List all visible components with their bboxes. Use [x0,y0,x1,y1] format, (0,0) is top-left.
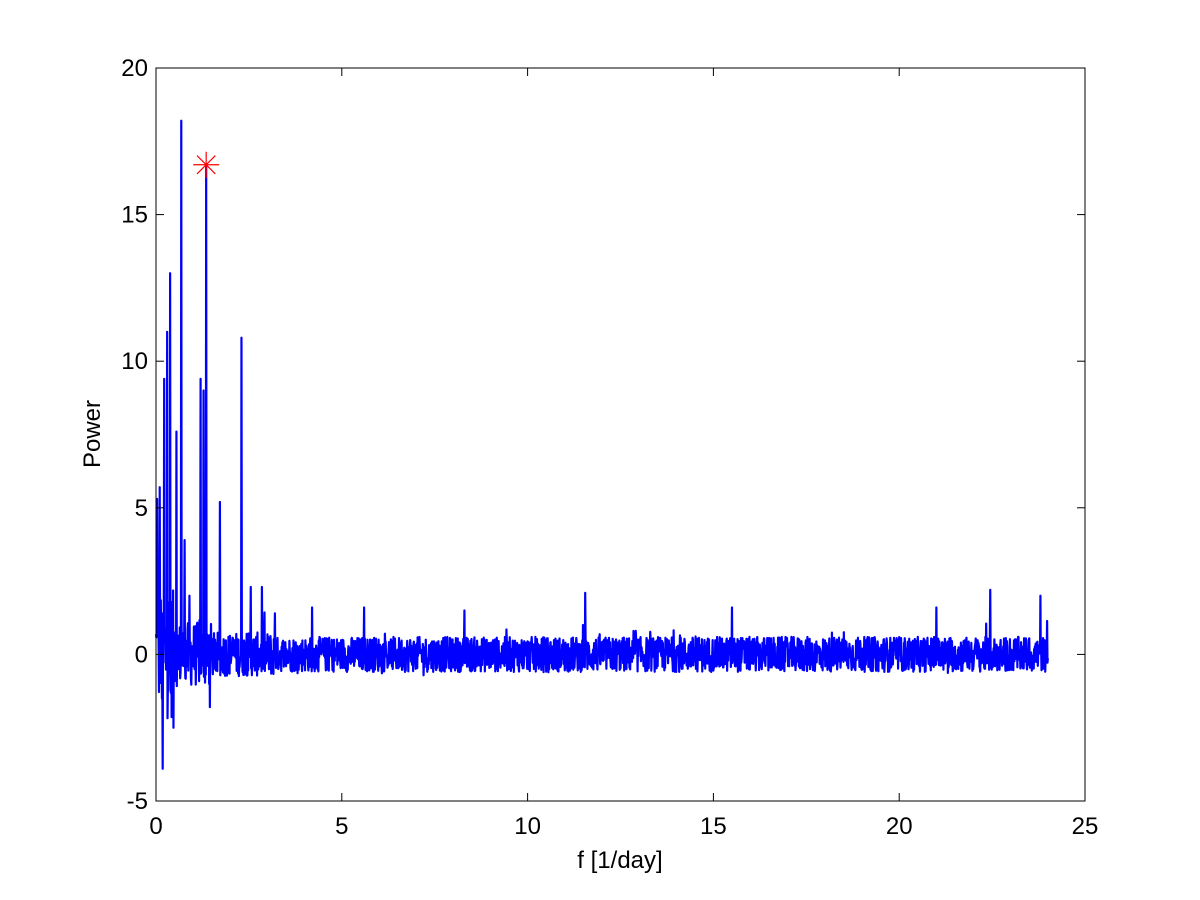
axes-box [155,67,1086,802]
peak-marker-asterisk [193,151,220,178]
x-tick-label: 20 [886,813,913,840]
y-tick-label: -5 [127,788,148,815]
y-tick-label: 0 [135,641,148,668]
y-tick-label: 20 [121,55,148,82]
x-axis-label: f [1/day] [577,847,662,874]
y-axis-label: Power [79,400,106,468]
y-tick-label: 5 [135,495,148,522]
power-series-line [154,119,1049,770]
x-tick-label: 10 [514,813,541,840]
plot-layer [154,119,1049,770]
x-tick-label: 5 [335,813,348,840]
marker-stroke [196,155,216,175]
x-tick-label: 25 [1072,813,1099,840]
y-tick-label: 10 [121,348,148,375]
y-tick-label: 15 [121,202,148,229]
x-tick-label: 15 [700,813,727,840]
x-tick-label: 0 [149,813,162,840]
